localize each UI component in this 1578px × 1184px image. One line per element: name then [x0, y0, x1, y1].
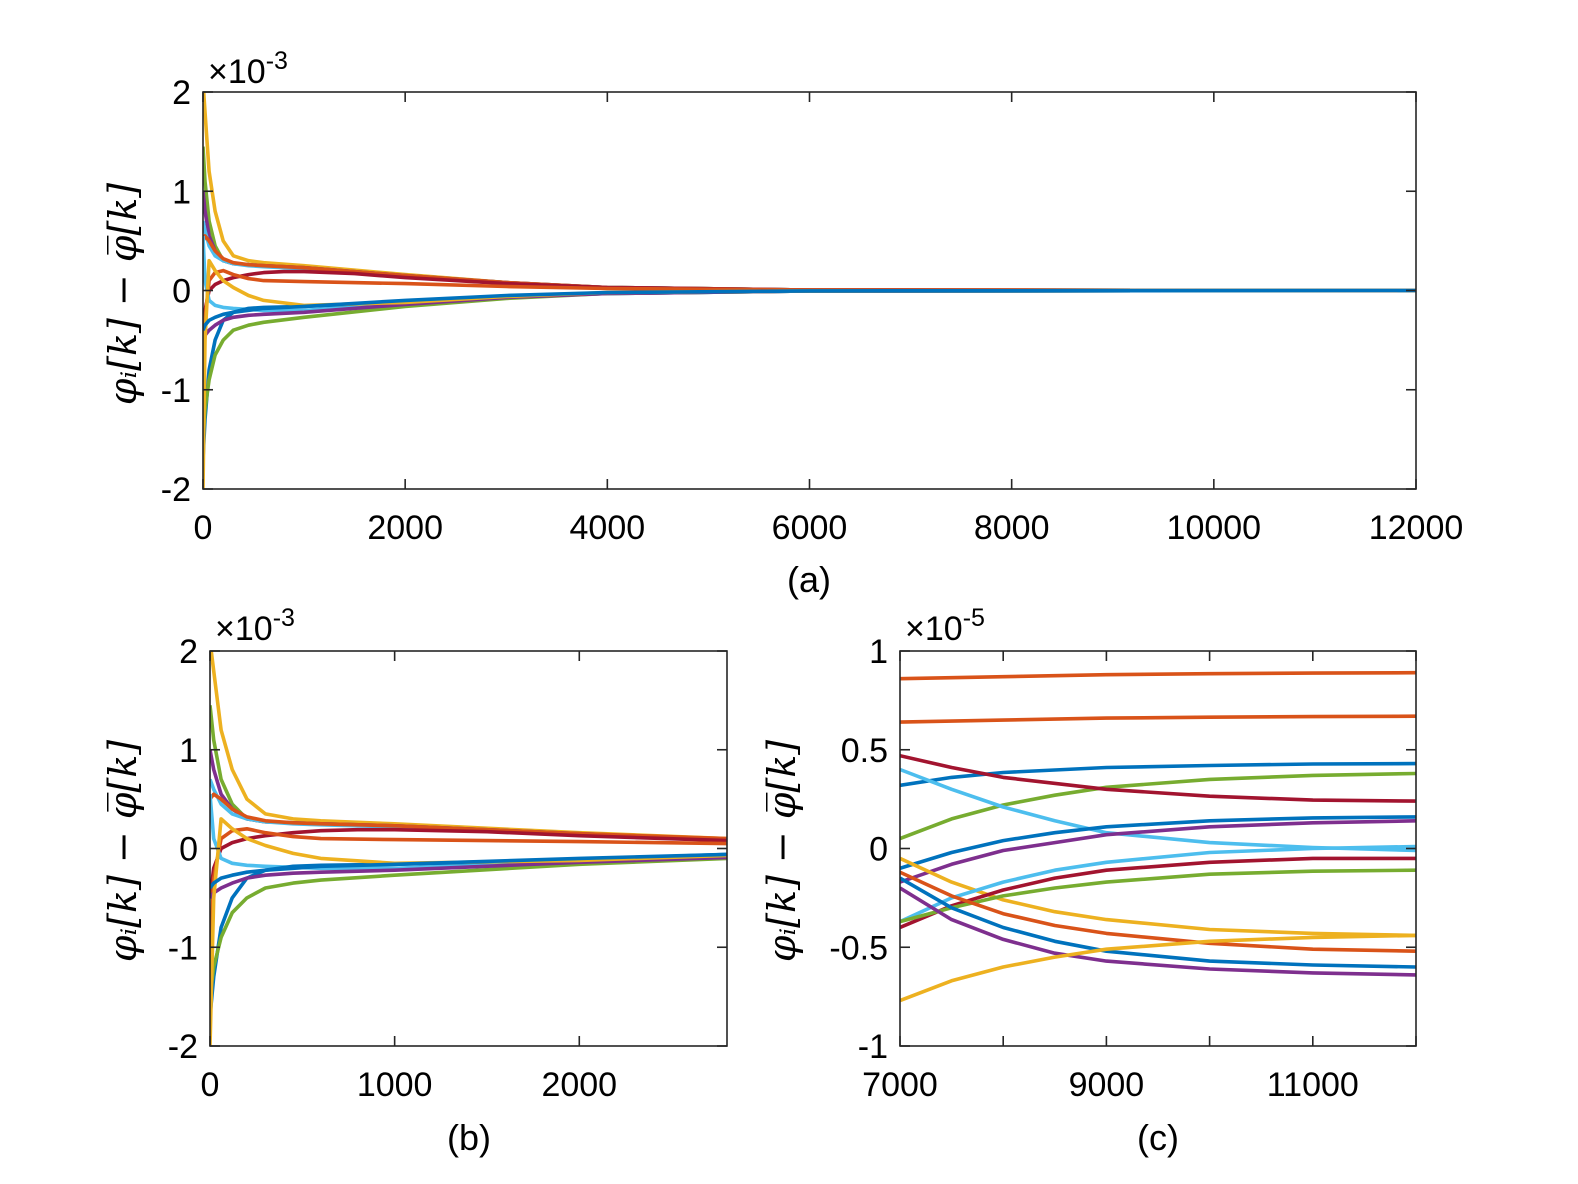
- panel-b-ytick-label: 0: [179, 831, 198, 869]
- panel-a-xtick-label: 8000: [974, 509, 1050, 547]
- panel-a-xtick-label: 0: [194, 509, 213, 547]
- panel-a-ytick-label: -2: [161, 471, 191, 509]
- panel-b-ytick-label: 2: [179, 633, 198, 671]
- panel-a-series-7: [203, 268, 1416, 410]
- panel-c-series-12: [900, 868, 1416, 924]
- panel-a-xtick-label: 12000: [1369, 509, 1464, 547]
- panel-c-plot-area: [900, 670, 1416, 1003]
- panel-b-series-5: [210, 792, 727, 841]
- panel-b-series-13: [210, 852, 727, 890]
- panel-c-ylabel: φᵢ[k] − φ̅[k]: [760, 740, 804, 962]
- panel-c-series-10: [900, 844, 1416, 924]
- panel-a-series-6: [203, 269, 1416, 341]
- panel-c-series-4: [900, 771, 1416, 841]
- panel-a-series-13: [203, 288, 1416, 331]
- panel-c-ytick-label: -1: [858, 1028, 888, 1066]
- panel-a-xtick-label: 6000: [772, 509, 848, 547]
- panel-c-xtick-label: 7000: [862, 1066, 938, 1104]
- panel-b-series-6: [210, 827, 727, 899]
- panel-c-xtick-label: 11000: [1267, 1066, 1359, 1104]
- panel-b: φᵢ[k] − φ̅[k] ×10-3 (b) 0 1000 2000 -2 -1 0 1 2: [101, 604, 728, 1158]
- panel-c-series-15: [900, 886, 1416, 977]
- panel-a-plot-area: [203, 92, 1416, 489]
- panel-c-ytick-label: 1: [869, 633, 888, 671]
- panel-c-series-6: [900, 767, 1416, 853]
- panel-c-series-14: [900, 876, 1416, 969]
- panel-c-ytick-label: -0.5: [829, 929, 888, 967]
- panel-c-series-2: [900, 714, 1416, 724]
- panel-a-xtick-label: 2000: [367, 509, 443, 547]
- panel-a-ytick-label: 1: [172, 173, 191, 211]
- panel-b-caption: (b): [447, 1117, 491, 1158]
- panel-a-ylabel: φᵢ[k] − φ̅[k]: [101, 183, 145, 405]
- panel-c-caption: (c): [1137, 1117, 1179, 1158]
- panel-b-plot-area: [210, 651, 727, 1046]
- panel-c-series-8: [900, 819, 1416, 884]
- panel-a-xtick-label: 10000: [1167, 509, 1262, 547]
- panel-c: φᵢ[k] − φ̅[k] ×10-5 (c) 7000 9000 11000 -1 -…: [760, 604, 1417, 1158]
- panel-c-exponent: ×10-5: [905, 604, 985, 648]
- panel-a: φᵢ[k] − φ̅[k] ×10-3 (a) 0 2000 4000 6000 800…: [101, 47, 1463, 600]
- panel-c-ytick-label: 0.5: [841, 732, 888, 770]
- panel-b-xtick-label: 1000: [357, 1066, 433, 1104]
- panel-c-series-7: [900, 815, 1416, 871]
- panel-a-xtick-label: 4000: [570, 509, 646, 547]
- panel-c-series-16: [900, 933, 1416, 1003]
- panel-b-ytick-label: 1: [179, 732, 198, 770]
- panel-c-series-9: [900, 856, 1416, 938]
- panel-b-series-11: [210, 855, 727, 899]
- panel-b-exponent: ×10-3: [215, 604, 295, 648]
- panel-b-xtick-label: 0: [201, 1066, 220, 1104]
- panel-b-ytick-label: -1: [168, 929, 198, 967]
- panel-c-ytick-label: 0: [869, 831, 888, 869]
- panel-c-series-5: [900, 753, 1416, 803]
- panel-c-series-13: [900, 870, 1416, 953]
- panel-c-series-11: [900, 856, 1416, 930]
- panel-b-xtick-label: 2000: [541, 1066, 617, 1104]
- panel-c-xtick-label: 9000: [1069, 1066, 1145, 1104]
- panel-a-ytick-label: 0: [172, 273, 191, 311]
- panel-c-series-1: [900, 670, 1416, 681]
- panel-c-series-3: [900, 761, 1416, 788]
- panel-a-exponent: ×10-3: [208, 47, 288, 91]
- panel-a-ytick-label: 2: [172, 74, 191, 112]
- panel-b-ytick-label: -2: [168, 1028, 198, 1066]
- panel-b-ylabel: φᵢ[k] − φ̅[k]: [101, 740, 145, 962]
- panel-a-caption: (a): [787, 559, 831, 600]
- panel-a-ytick-label: -1: [161, 372, 191, 410]
